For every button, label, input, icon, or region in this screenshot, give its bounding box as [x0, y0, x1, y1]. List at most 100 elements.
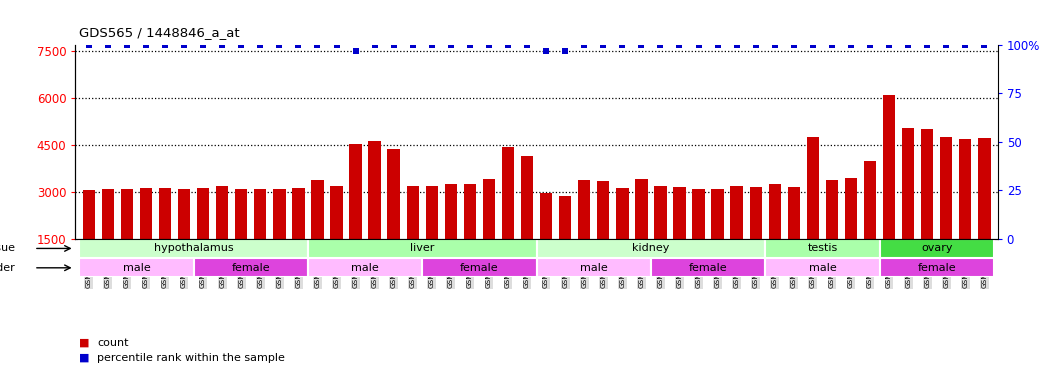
- Point: [195, 42, 212, 48]
- Bar: [311, 180, 324, 286]
- Bar: [369, 141, 380, 286]
- Text: ■: ■: [79, 353, 89, 363]
- Point: [309, 42, 326, 48]
- Text: female: female: [460, 263, 499, 273]
- Bar: [882, 95, 895, 286]
- Point: [957, 42, 974, 48]
- Bar: [864, 160, 876, 286]
- Point: [575, 42, 592, 48]
- Bar: [216, 186, 228, 286]
- Point: [137, 42, 154, 48]
- Point: [442, 42, 459, 48]
- Bar: [902, 128, 914, 286]
- Point: [900, 42, 917, 48]
- Point: [919, 42, 936, 48]
- Bar: [768, 184, 781, 286]
- Bar: [537, 239, 765, 258]
- Bar: [308, 258, 422, 278]
- Bar: [197, 188, 210, 286]
- Bar: [537, 258, 651, 278]
- Bar: [879, 258, 994, 278]
- Bar: [308, 239, 537, 258]
- Bar: [693, 189, 704, 286]
- Point: [366, 42, 383, 48]
- Text: hypothalamus: hypothalamus: [154, 243, 234, 254]
- Point: [766, 42, 783, 48]
- Bar: [616, 188, 629, 286]
- Point: [347, 48, 364, 54]
- Bar: [235, 189, 247, 286]
- Bar: [274, 189, 285, 286]
- Bar: [540, 192, 552, 286]
- Point: [938, 42, 955, 48]
- Bar: [578, 180, 590, 286]
- Text: percentile rank within the sample: percentile rank within the sample: [97, 353, 285, 363]
- Point: [880, 42, 897, 48]
- Bar: [978, 138, 990, 286]
- Point: [500, 42, 517, 48]
- Bar: [879, 239, 994, 258]
- Bar: [121, 189, 133, 286]
- Bar: [483, 179, 495, 286]
- Bar: [330, 186, 343, 286]
- Point: [290, 42, 307, 48]
- Bar: [463, 184, 476, 286]
- Bar: [712, 189, 724, 286]
- Bar: [765, 258, 879, 278]
- Point: [824, 42, 840, 48]
- Text: ■: ■: [79, 338, 89, 348]
- Bar: [559, 196, 571, 286]
- Text: testis: testis: [807, 243, 837, 254]
- Point: [556, 48, 573, 54]
- Text: kidney: kidney: [632, 243, 670, 254]
- Text: male: male: [580, 263, 608, 273]
- Point: [614, 42, 631, 48]
- Point: [519, 42, 536, 48]
- Text: male: male: [123, 263, 150, 273]
- Bar: [597, 181, 610, 286]
- Bar: [159, 188, 171, 286]
- Bar: [635, 179, 648, 286]
- Bar: [749, 187, 762, 286]
- Point: [538, 48, 554, 54]
- Bar: [83, 190, 95, 286]
- Text: female: female: [917, 263, 956, 273]
- Point: [461, 42, 478, 48]
- Text: female: female: [689, 263, 727, 273]
- Bar: [502, 147, 515, 286]
- Point: [843, 42, 859, 48]
- Bar: [654, 186, 667, 286]
- Point: [976, 42, 992, 48]
- Bar: [292, 188, 305, 286]
- Bar: [959, 139, 971, 286]
- Point: [805, 42, 822, 48]
- Bar: [651, 258, 765, 278]
- Bar: [254, 189, 266, 286]
- Bar: [178, 189, 191, 286]
- Bar: [845, 178, 857, 286]
- Bar: [194, 258, 308, 278]
- Bar: [921, 129, 934, 286]
- Text: male: male: [808, 263, 836, 273]
- Bar: [139, 188, 152, 286]
- Point: [233, 42, 249, 48]
- Point: [156, 42, 173, 48]
- Point: [481, 42, 498, 48]
- Bar: [807, 137, 820, 286]
- Bar: [444, 184, 457, 286]
- Bar: [940, 137, 953, 286]
- Bar: [80, 239, 308, 258]
- Point: [176, 42, 193, 48]
- Point: [118, 42, 135, 48]
- Point: [633, 42, 650, 48]
- Bar: [102, 189, 114, 286]
- Bar: [80, 258, 194, 278]
- Point: [386, 42, 402, 48]
- Point: [271, 42, 288, 48]
- Point: [423, 42, 440, 48]
- Bar: [425, 186, 438, 286]
- Text: count: count: [97, 338, 129, 348]
- Bar: [521, 156, 533, 286]
- Text: tissue: tissue: [0, 243, 16, 254]
- Bar: [730, 186, 743, 286]
